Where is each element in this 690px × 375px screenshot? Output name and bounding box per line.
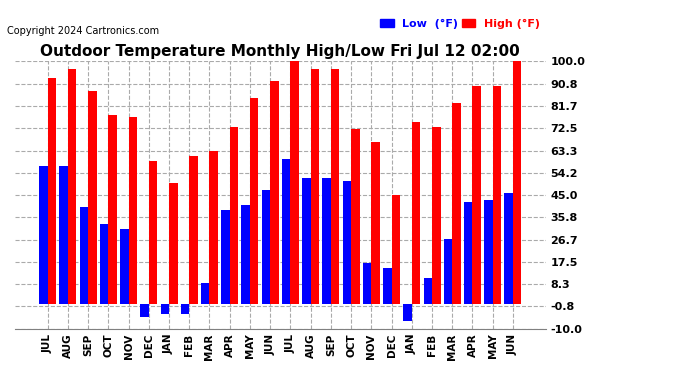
Bar bbox=[39, 166, 48, 304]
Bar bbox=[371, 142, 380, 304]
Bar bbox=[169, 183, 177, 304]
Legend: Low  (°F), High (°F): Low (°F), High (°F) bbox=[380, 19, 540, 29]
Bar bbox=[210, 152, 218, 304]
Bar bbox=[221, 210, 230, 304]
Bar bbox=[100, 224, 108, 304]
Bar bbox=[383, 268, 391, 305]
Bar bbox=[48, 78, 56, 304]
Bar bbox=[282, 159, 290, 304]
Bar bbox=[351, 129, 359, 304]
Bar bbox=[88, 91, 97, 304]
Bar bbox=[322, 178, 331, 304]
Bar bbox=[79, 207, 88, 304]
Bar bbox=[331, 69, 339, 304]
Bar bbox=[464, 202, 473, 304]
Bar bbox=[241, 205, 250, 304]
Bar bbox=[128, 117, 137, 304]
Bar bbox=[161, 304, 169, 314]
Bar bbox=[412, 122, 420, 304]
Bar bbox=[250, 98, 259, 304]
Bar bbox=[363, 263, 371, 305]
Bar bbox=[403, 304, 412, 321]
Bar bbox=[391, 195, 400, 304]
Bar bbox=[59, 166, 68, 304]
Bar bbox=[108, 115, 117, 304]
Bar bbox=[504, 193, 513, 304]
Bar bbox=[343, 180, 351, 304]
Bar bbox=[262, 190, 270, 304]
Bar bbox=[120, 229, 128, 304]
Bar bbox=[432, 127, 440, 304]
Bar bbox=[290, 62, 299, 304]
Bar bbox=[484, 200, 493, 304]
Bar bbox=[444, 239, 452, 304]
Text: Copyright 2024 Cartronics.com: Copyright 2024 Cartronics.com bbox=[7, 26, 159, 36]
Bar bbox=[452, 103, 461, 304]
Bar bbox=[302, 178, 311, 304]
Bar bbox=[513, 62, 522, 304]
Bar bbox=[270, 81, 279, 304]
Bar bbox=[149, 161, 157, 304]
Bar bbox=[140, 304, 149, 316]
Bar bbox=[310, 69, 319, 304]
Title: Outdoor Temperature Monthly High/Low Fri Jul 12 02:00: Outdoor Temperature Monthly High/Low Fri… bbox=[41, 44, 520, 59]
Bar bbox=[493, 86, 501, 304]
Bar bbox=[181, 304, 189, 314]
Bar bbox=[201, 283, 210, 304]
Bar bbox=[473, 86, 481, 304]
Bar bbox=[189, 156, 198, 304]
Bar bbox=[68, 69, 77, 304]
Bar bbox=[230, 127, 238, 304]
Bar bbox=[424, 278, 432, 304]
